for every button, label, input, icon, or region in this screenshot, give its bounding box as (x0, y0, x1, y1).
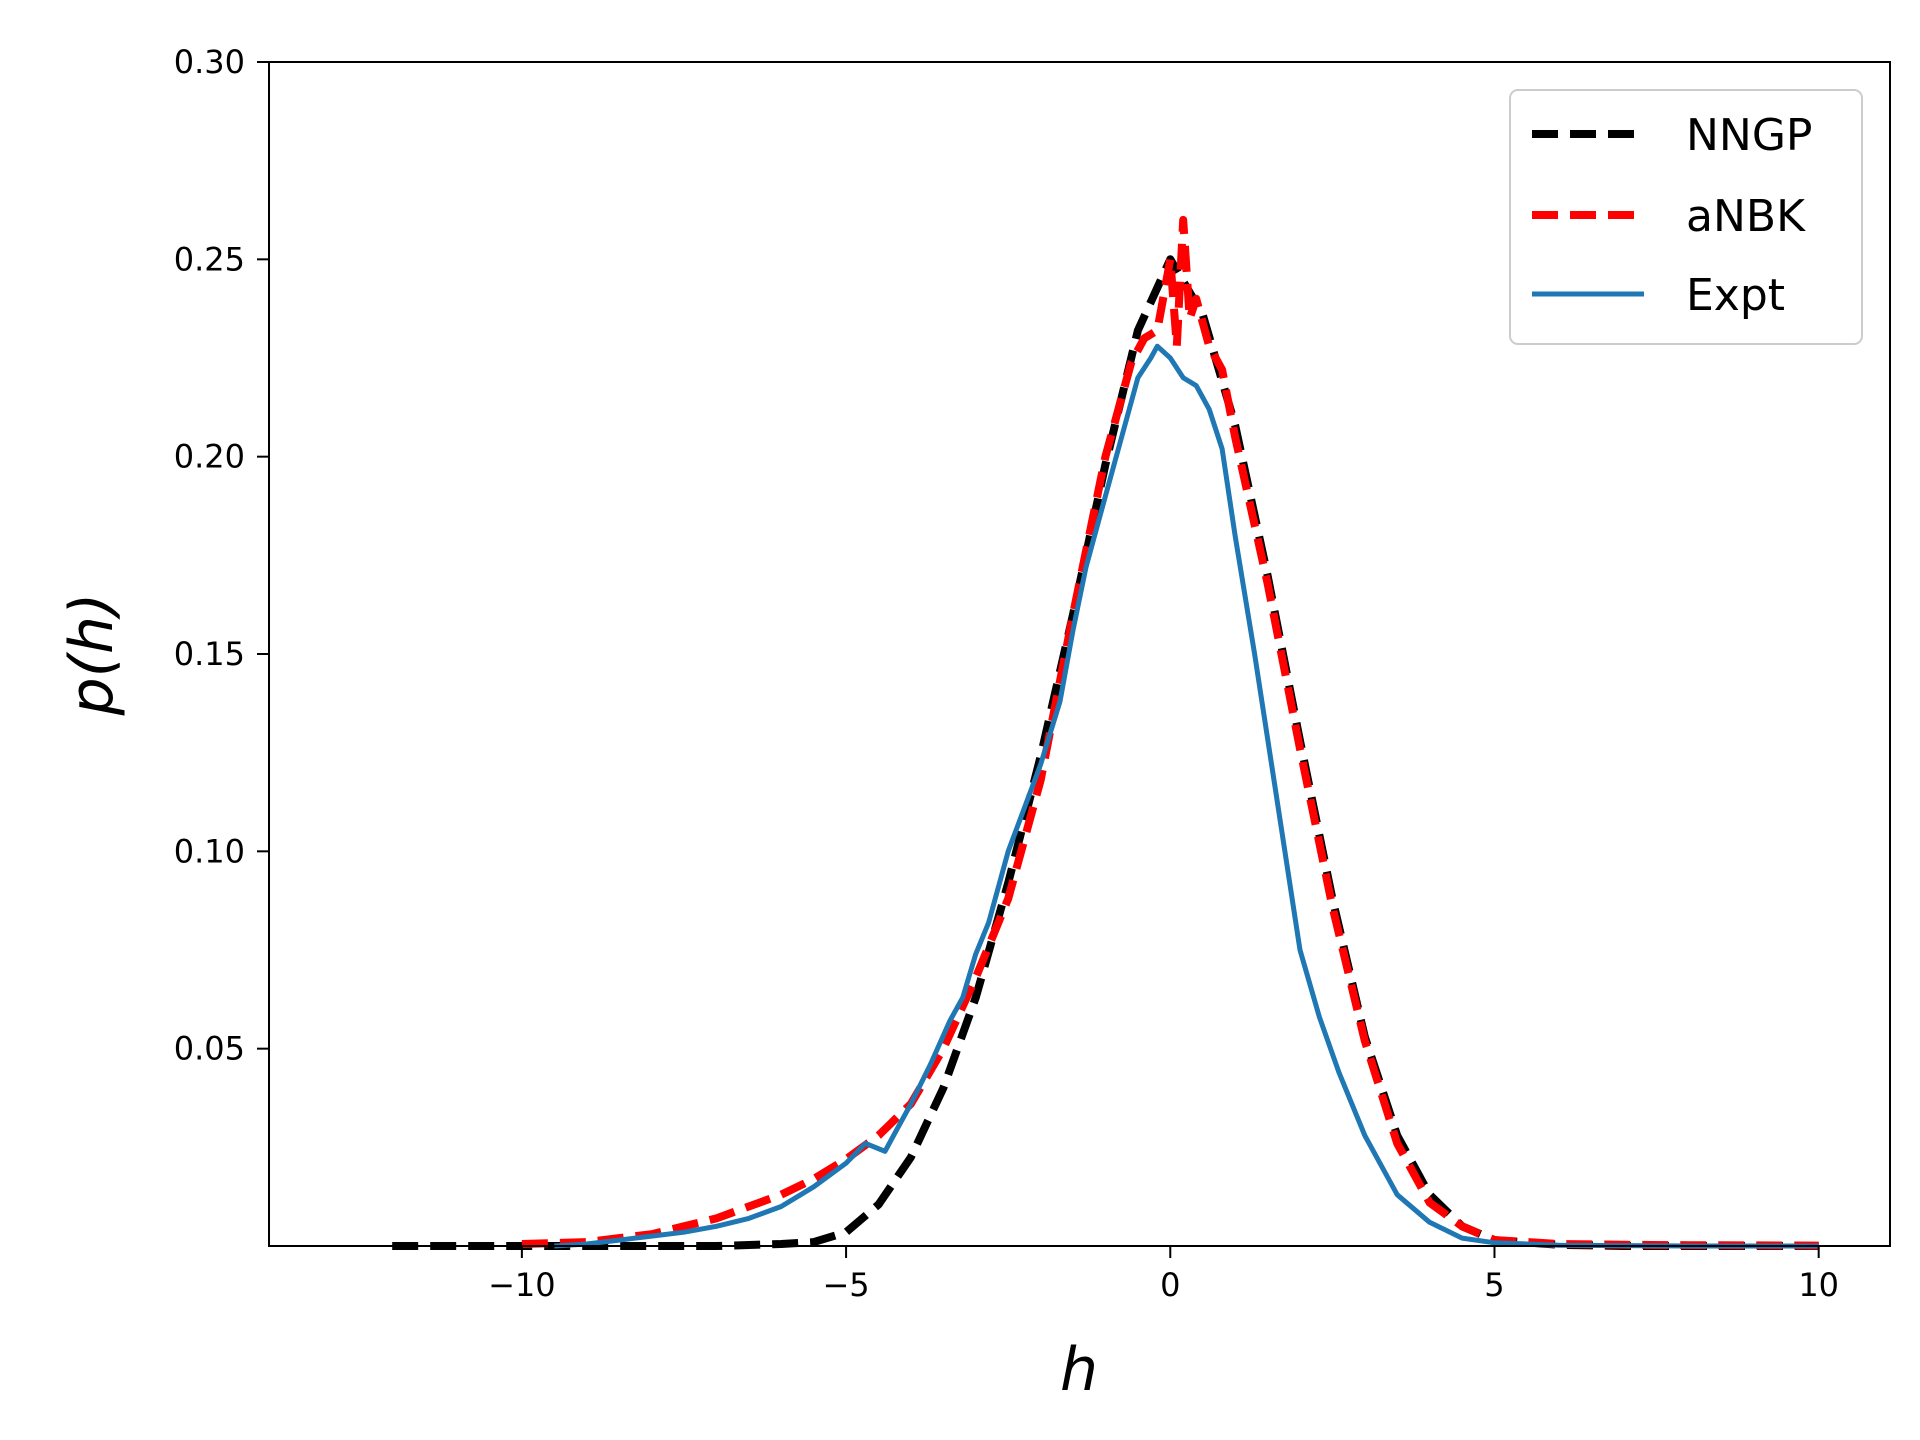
y-tick-label: 0.10 (174, 832, 245, 870)
y-axis: 0.05 0.10 0.15 0.20 0.25 0.30 (174, 43, 269, 1068)
series-line-expt (554, 343, 1819, 1249)
x-tick-label: 0 (1160, 1266, 1180, 1304)
legend-label-anbk: aNBK (1686, 191, 1806, 242)
y-tick-label: 0.25 (174, 240, 245, 278)
x-tick-label: 5 (1484, 1266, 1504, 1304)
x-axis: −10 −5 0 5 10 (488, 1246, 1839, 1304)
y-tick-label: 0.30 (174, 43, 245, 81)
x-tick-label: 10 (1798, 1266, 1839, 1304)
series-line-anbk (521, 215, 1819, 1250)
legend-label-expt: Expt (1686, 270, 1785, 321)
legend-label-nngp: NNGP (1686, 110, 1812, 161)
plot-series (392, 215, 1819, 1250)
y-tick-label: 0.05 (174, 1030, 245, 1068)
x-tick-label: −5 (822, 1266, 869, 1304)
y-tick-label: 0.15 (174, 635, 245, 673)
y-axis-title: p(h) (57, 593, 127, 717)
x-tick-label: −10 (488, 1266, 556, 1304)
legend: NNGP aNBK Expt (1509, 89, 1863, 345)
x-axis-title: h (1060, 1335, 1098, 1405)
legend-box (1509, 89, 1863, 345)
y-tick-label: 0.20 (174, 438, 245, 476)
series-line-nngp (392, 255, 1819, 1250)
